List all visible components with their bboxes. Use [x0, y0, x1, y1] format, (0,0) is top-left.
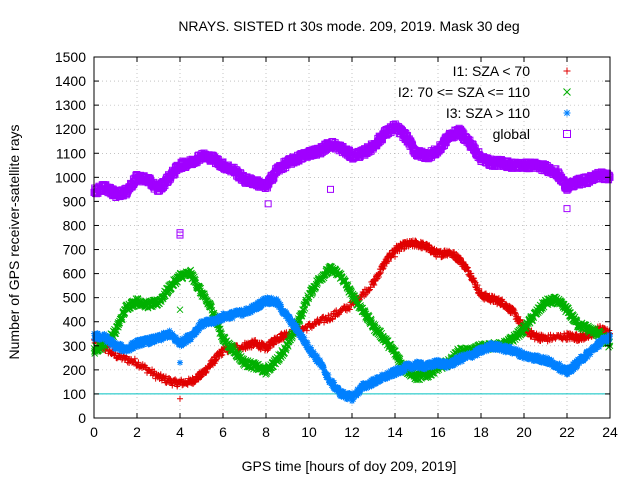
data-point — [557, 331, 564, 338]
data-point — [507, 303, 514, 310]
outlier-point — [177, 395, 183, 402]
data-point — [325, 312, 332, 319]
outlier-point — [176, 306, 184, 314]
data-point — [201, 292, 209, 300]
data-point — [213, 356, 220, 363]
data-point — [367, 284, 374, 291]
data-point — [329, 316, 336, 323]
outlier-point — [177, 359, 183, 366]
data-point — [151, 368, 158, 375]
data-point — [362, 291, 369, 298]
data-point — [218, 352, 225, 359]
data-point — [131, 355, 138, 362]
data-point — [512, 310, 519, 317]
data-point — [547, 331, 554, 338]
data-point — [184, 381, 191, 388]
data-point — [172, 376, 179, 383]
data-point — [336, 309, 343, 316]
data-point — [331, 379, 338, 386]
series-1 — [91, 237, 613, 402]
series-4 — [90, 120, 614, 239]
data-point — [453, 250, 460, 257]
data-point — [159, 295, 167, 303]
data-point — [303, 327, 310, 334]
data-point — [118, 316, 126, 323]
grid — [94, 57, 610, 418]
data-point — [528, 327, 535, 334]
data-point — [385, 258, 392, 265]
data-point — [174, 278, 181, 286]
data-point — [346, 306, 353, 313]
series-layer — [90, 120, 614, 405]
data-point — [166, 375, 173, 382]
outlier-point — [392, 253, 398, 260]
data-point — [102, 347, 109, 354]
chart-title: NRAYS. SISTED rt 30s mode. 209, 2019. Ma… — [178, 18, 519, 34]
data-point — [467, 270, 474, 277]
data-point — [371, 282, 378, 289]
data-point — [123, 354, 130, 361]
data-point — [277, 352, 285, 360]
data-point — [266, 344, 273, 351]
data-point — [135, 359, 142, 366]
data-point — [474, 282, 481, 289]
data-point — [115, 323, 122, 331]
data-point — [457, 255, 464, 262]
data-point — [366, 287, 373, 294]
data-point — [400, 246, 407, 253]
